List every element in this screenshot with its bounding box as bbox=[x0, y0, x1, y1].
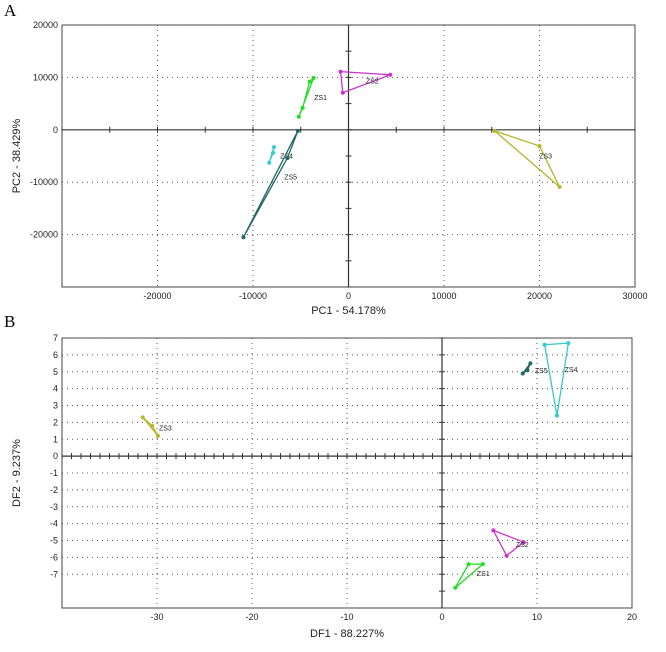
x-tick-label: 30000 bbox=[622, 291, 647, 301]
y-tick-label: 2 bbox=[53, 417, 58, 427]
y-tick-label: -4 bbox=[50, 519, 58, 529]
series-outline bbox=[142, 416, 159, 437]
series-label: ZS5 bbox=[284, 174, 297, 181]
y-tick-label: -7 bbox=[50, 569, 58, 579]
data-point bbox=[491, 528, 496, 533]
data-point bbox=[453, 585, 458, 590]
series-label: ZS1 bbox=[314, 95, 327, 102]
data-point bbox=[285, 156, 290, 161]
x-tick-label: 20 bbox=[627, 612, 637, 622]
data-point bbox=[241, 235, 246, 240]
x-tick-label: -30 bbox=[150, 612, 163, 622]
data-point bbox=[525, 368, 530, 373]
series-outline bbox=[543, 342, 570, 416]
y-axis-label: PC2 - 38.429% bbox=[11, 118, 23, 193]
y-axis-label: DF2 - 9.237% bbox=[11, 439, 23, 507]
series-zs1: ZS1 bbox=[296, 75, 327, 119]
data-point bbox=[295, 128, 300, 133]
x-tick-label: -20000 bbox=[143, 291, 171, 301]
data-point bbox=[566, 341, 571, 346]
x-tick-label: -20 bbox=[245, 612, 258, 622]
x-tick-label: -10 bbox=[340, 612, 353, 622]
data-point bbox=[271, 150, 276, 155]
series-zs3: ZS3 bbox=[492, 128, 562, 189]
data-point bbox=[554, 413, 559, 418]
y-tick-label: 7 bbox=[53, 333, 58, 343]
data-point bbox=[272, 145, 277, 150]
y-tick-label: 5 bbox=[53, 367, 58, 377]
series-zs5: ZS5 bbox=[520, 361, 548, 376]
y-tick-label: -6 bbox=[50, 552, 58, 562]
y-tick-label: 6 bbox=[53, 350, 58, 360]
series-zs1: ZS1 bbox=[453, 562, 490, 590]
data-point bbox=[520, 371, 525, 376]
series-zs3: ZS3 bbox=[140, 415, 172, 438]
x-tick-label: -10000 bbox=[239, 291, 267, 301]
data-point bbox=[311, 75, 316, 80]
series-label: ZS2 bbox=[516, 542, 529, 549]
data-point bbox=[150, 423, 155, 428]
y-tick-label: 4 bbox=[53, 384, 58, 394]
data-point bbox=[340, 90, 345, 95]
data-point bbox=[466, 562, 471, 567]
series-outline bbox=[494, 130, 561, 188]
y-tick-label: -1 bbox=[50, 468, 58, 478]
x-axis-label: DF1 - 88.227% bbox=[310, 628, 384, 640]
data-point bbox=[521, 540, 526, 545]
data-point bbox=[307, 79, 312, 84]
series-zs2: ZS2 bbox=[338, 69, 393, 95]
data-point bbox=[537, 144, 542, 149]
series-outline bbox=[242, 130, 299, 238]
chart-panel-b: B-30 -20 -10 0 10 20-7-6-5-4-3-2-101234567DF1… bbox=[4, 312, 637, 640]
series-outline bbox=[268, 146, 275, 164]
y-tick-label: -10000 bbox=[30, 177, 58, 187]
data-point bbox=[492, 128, 497, 133]
x-tick-label: 10 bbox=[532, 612, 542, 622]
y-tick-label: -5 bbox=[50, 536, 58, 546]
y-tick-label: -20000 bbox=[30, 230, 58, 240]
y-tick-label: -3 bbox=[50, 502, 58, 512]
panel-label: B bbox=[4, 312, 15, 331]
data-point bbox=[338, 69, 343, 74]
series-outline bbox=[454, 563, 485, 589]
chart-panel-a: A -20000 -10000 0 10000 20000 30000 -20000 -1000… bbox=[4, 1, 648, 317]
data-point bbox=[296, 114, 301, 119]
x-tick-label: 20000 bbox=[527, 291, 552, 301]
data-point bbox=[557, 184, 562, 189]
series-label: ZS3 bbox=[159, 425, 172, 432]
data-point bbox=[388, 72, 393, 77]
series-outline bbox=[491, 529, 525, 557]
data-point bbox=[480, 562, 485, 567]
x-axis-label: PC1 - 54.178% bbox=[311, 305, 386, 317]
x-tick-label: 10000 bbox=[431, 291, 456, 301]
y-tick-label: 0 bbox=[53, 451, 58, 461]
data-point bbox=[267, 160, 272, 165]
series-zs2: ZS2 bbox=[491, 528, 529, 558]
panel-label: A bbox=[4, 1, 17, 20]
series-label: ZS5 bbox=[535, 368, 548, 375]
y-tick-label: 0 bbox=[53, 125, 58, 135]
series-zs5: ZS5 bbox=[241, 128, 300, 240]
data-point bbox=[528, 361, 533, 366]
y-tick-label: -2 bbox=[50, 485, 58, 495]
series-label: ZS4 bbox=[565, 367, 578, 374]
data-point bbox=[504, 553, 509, 558]
series-label: ZS1 bbox=[477, 571, 490, 578]
y-tick-label: 3 bbox=[53, 401, 58, 411]
y-tick-label: 20000 bbox=[33, 20, 58, 30]
data-point bbox=[542, 342, 547, 347]
series-label: ZS3 bbox=[539, 154, 552, 161]
data-point bbox=[300, 105, 305, 110]
y-tick-label: 10000 bbox=[33, 72, 58, 82]
x-tick-label: 0 bbox=[346, 291, 351, 301]
series-label: ZS2 bbox=[366, 79, 379, 86]
series-zs4: ZS4 bbox=[542, 341, 578, 418]
x-tick-label: 0 bbox=[439, 612, 444, 622]
data-point bbox=[155, 433, 160, 438]
y-tick-label: 1 bbox=[53, 434, 58, 444]
data-point bbox=[140, 415, 145, 420]
series-outline bbox=[339, 70, 391, 94]
